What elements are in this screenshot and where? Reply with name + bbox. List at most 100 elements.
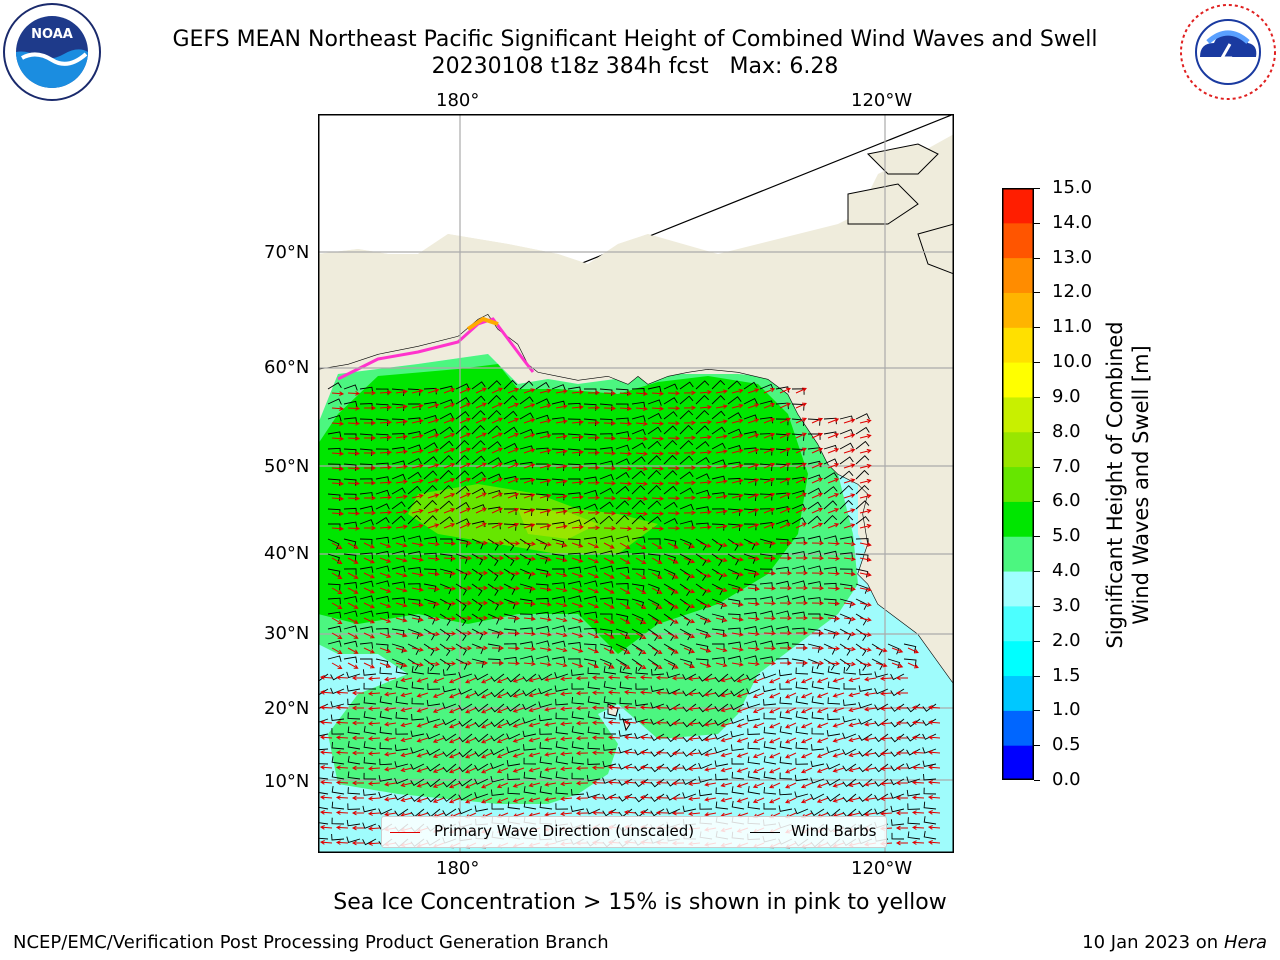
wind-barb bbox=[890, 703, 905, 712]
wave-direction-arrow bbox=[671, 675, 685, 681]
wind-barb bbox=[571, 683, 585, 690]
wave-direction-arrow bbox=[607, 810, 621, 815]
wave-direction-arrow bbox=[575, 690, 589, 696]
wave-direction-arrow bbox=[395, 647, 408, 653]
wind-barb bbox=[391, 473, 406, 481]
wind-barb bbox=[759, 596, 774, 603]
wave-direction-arrow bbox=[496, 737, 509, 744]
wave-direction-arrow bbox=[411, 388, 424, 394]
wave-direction-arrow bbox=[720, 722, 733, 728]
wave-direction-arrow bbox=[507, 432, 520, 439]
wind-barb bbox=[535, 414, 550, 422]
wave-direction-arrow bbox=[427, 493, 440, 499]
wave-direction-arrow bbox=[491, 432, 503, 439]
wind-barb bbox=[391, 460, 406, 467]
wave-direction-arrow bbox=[635, 632, 647, 640]
wind-barb bbox=[839, 429, 854, 436]
wave-direction-arrow bbox=[555, 617, 568, 623]
colorbar-block bbox=[1002, 710, 1034, 746]
wind-barb bbox=[743, 538, 756, 550]
wind-barb bbox=[442, 733, 457, 742]
wind-barb bbox=[519, 641, 534, 648]
wind-barb bbox=[551, 610, 566, 618]
wave-direction-arrow bbox=[507, 645, 521, 651]
footer-date-text: 10 Jan 2023 on bbox=[1082, 932, 1224, 953]
wind-barb bbox=[426, 748, 441, 756]
colorbar-tick-mark bbox=[1034, 780, 1040, 781]
wind-barb bbox=[391, 581, 406, 588]
wave-direction-arrow bbox=[351, 690, 364, 696]
colorbar bbox=[1002, 188, 1034, 780]
wave-direction-arrow bbox=[907, 662, 919, 669]
wave-direction-arrow bbox=[769, 767, 781, 774]
wind-barb bbox=[343, 521, 358, 529]
wave-direction-arrow bbox=[715, 602, 728, 608]
wind-barb bbox=[407, 535, 422, 542]
wave-direction-arrow bbox=[779, 585, 793, 591]
wave-direction-arrow bbox=[507, 615, 521, 621]
wind-barb bbox=[663, 643, 675, 656]
wave-direction-arrow bbox=[635, 406, 649, 412]
wave-direction-arrow bbox=[571, 587, 584, 593]
wave-direction-arrow bbox=[715, 542, 728, 548]
wave-direction-arrow bbox=[363, 602, 375, 609]
wave-direction-arrow bbox=[699, 647, 712, 653]
wave-direction-arrow bbox=[512, 692, 525, 698]
wind-barb bbox=[650, 702, 665, 709]
wave-direction-arrow bbox=[671, 690, 685, 696]
wave-direction-arrow bbox=[379, 557, 392, 563]
wave-direction-arrow bbox=[400, 767, 413, 773]
wind-barb bbox=[567, 610, 582, 617]
wind-barb bbox=[535, 625, 550, 633]
wave-direction-arrow bbox=[512, 767, 525, 773]
colorbar-block bbox=[1002, 257, 1034, 293]
wind-barb bbox=[523, 757, 537, 765]
wave-direction-arrow bbox=[351, 825, 364, 831]
wave-direction-arrow bbox=[347, 632, 359, 639]
lat-label-40n: 40°N bbox=[264, 543, 310, 564]
wind-barb bbox=[698, 703, 713, 713]
wave-direction-arrow bbox=[832, 707, 845, 713]
wave-direction-arrow bbox=[364, 435, 377, 441]
wave-direction-arrow bbox=[475, 387, 487, 394]
wave-direction-arrow bbox=[560, 751, 573, 757]
wave-direction-arrow bbox=[443, 448, 456, 454]
wave-direction-arrow bbox=[619, 406, 633, 411]
wind-barb bbox=[359, 448, 373, 457]
wind-barb bbox=[362, 822, 377, 829]
wave-direction-arrow bbox=[731, 433, 744, 439]
wave-direction-arrow bbox=[379, 617, 392, 623]
wave-direction-arrow bbox=[507, 492, 520, 499]
arctic-ocean bbox=[318, 114, 954, 264]
wave-direction-arrow bbox=[747, 586, 760, 592]
wave-direction-arrow bbox=[363, 557, 375, 564]
wind-barb bbox=[427, 683, 441, 690]
wind-barb bbox=[395, 696, 409, 705]
wind-barb bbox=[839, 442, 854, 450]
wind-barb bbox=[855, 515, 870, 525]
wind-barb bbox=[603, 666, 617, 675]
wave-direction-arrow bbox=[752, 797, 765, 804]
wind-barb bbox=[395, 728, 409, 735]
wave-direction-arrow bbox=[785, 692, 797, 699]
wave-direction-arrow bbox=[779, 570, 793, 576]
wave-direction-arrow bbox=[465, 797, 477, 804]
wave-direction-arrow bbox=[367, 721, 381, 726]
wave-direction-arrow bbox=[507, 477, 520, 484]
wave-direction-arrow bbox=[465, 722, 477, 729]
wave-direction-arrow bbox=[699, 632, 712, 638]
wave-direction-arrow bbox=[379, 420, 393, 425]
wind-barb bbox=[359, 580, 374, 588]
wave-direction-arrow bbox=[395, 632, 408, 638]
wave-direction-arrow bbox=[864, 676, 877, 682]
wave-direction-arrow bbox=[427, 478, 440, 484]
wave-direction-arrow bbox=[523, 646, 536, 652]
wave-direction-arrow bbox=[688, 811, 701, 817]
wind-barb bbox=[615, 500, 630, 510]
wind-barb bbox=[391, 487, 406, 495]
wind-barb bbox=[487, 568, 499, 582]
wave-direction-arrow bbox=[384, 706, 397, 712]
wave-direction-arrow bbox=[731, 572, 744, 577]
wave-direction-arrow bbox=[779, 507, 791, 514]
wave-direction-arrow bbox=[864, 751, 877, 757]
